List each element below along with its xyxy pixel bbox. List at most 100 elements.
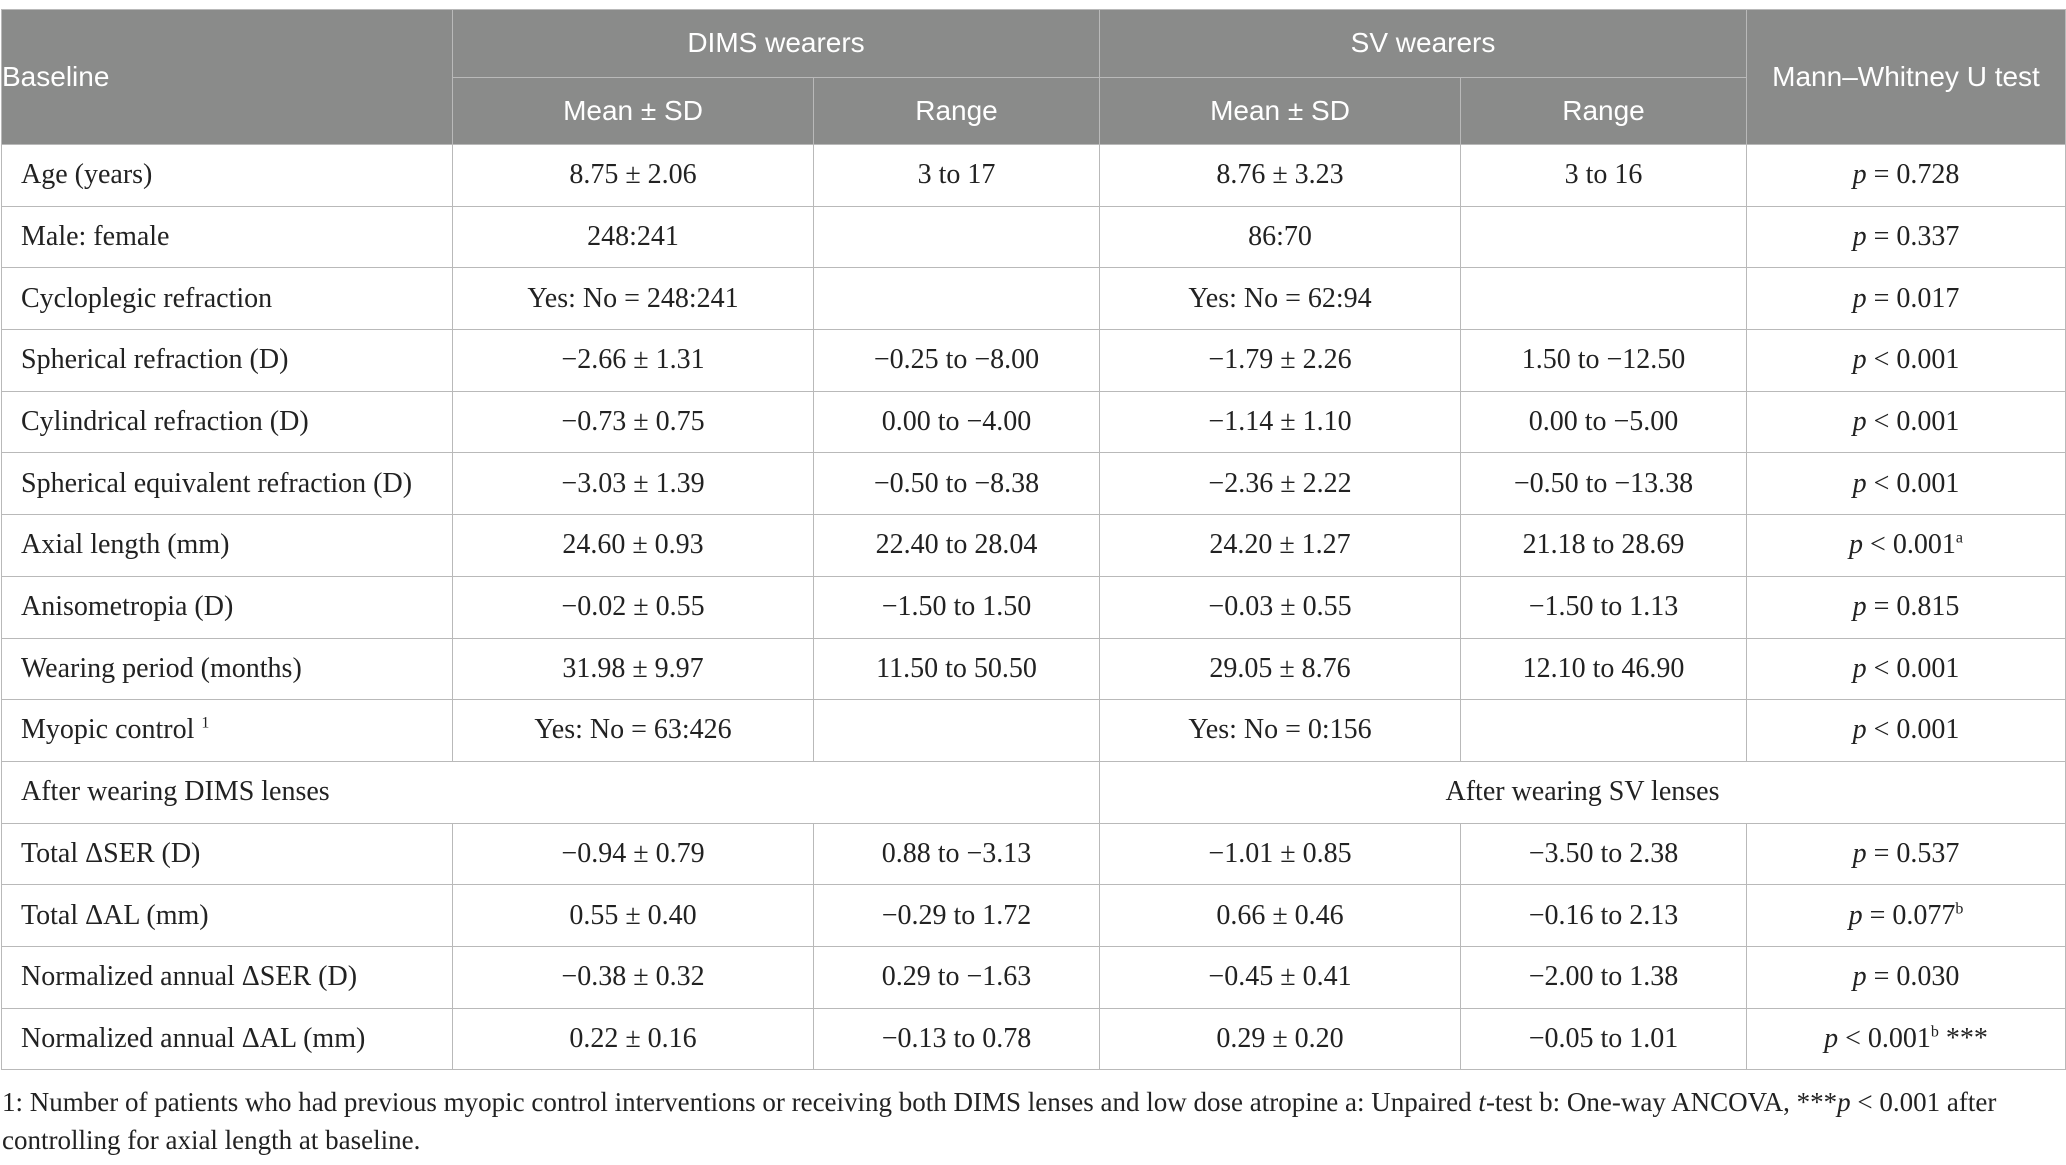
table-row: Age (years) 8.75 ± 2.06 3 to 17 8.76 ± 3… — [1, 144, 2066, 207]
header-row-1: Baseline DIMS wearers SV wearers Mann–Wh… — [1, 9, 2066, 145]
p-symbol: p — [1852, 406, 1867, 437]
dims-mean-cell: −3.03 ± 1.39 — [452, 452, 814, 516]
p-value-cell: p < 0.001 — [1746, 390, 2066, 454]
row-label: Cylindrical refraction (D) — [1, 390, 453, 454]
p-value: < 0.001 — [1866, 652, 1960, 684]
p-value-cell: p = 0.077b — [1746, 884, 2066, 947]
sv-mean-cell: −1.14 ± 1.10 — [1099, 390, 1461, 454]
data-table: Baseline DIMS wearers SV wearers Mann–Wh… — [1, 9, 2066, 1071]
table-row: Normalized annual ΔSER (D) −0.38 ± 0.32 … — [1, 945, 2066, 1009]
dims-range-cell: 3 to 17 — [813, 144, 1100, 207]
header-baseline: Baseline — [1, 9, 453, 145]
dims-mean-cell: Yes: No = 248:241 — [452, 267, 814, 331]
table-row: Cylindrical refraction (D) −0.73 ± 0.75 … — [1, 390, 2066, 454]
table-row: Total ΔSER (D) −0.94 ± 0.79 0.88 to −3.1… — [1, 822, 2066, 886]
dims-mean-cell: 8.75 ± 2.06 — [452, 144, 814, 207]
row-label: Normalized annual ΔAL (mm) — [1, 1007, 453, 1071]
dims-range-cell: −1.50 to 1.50 — [813, 575, 1100, 639]
dims-mean-cell: 248:241 — [452, 205, 814, 269]
dims-range-cell: −0.50 to −8.38 — [813, 452, 1100, 516]
table-header: Baseline DIMS wearers SV wearers Mann–Wh… — [1, 9, 2066, 145]
table-row: Spherical refraction (D) −2.66 ± 1.31 −0… — [1, 329, 2066, 392]
table-row: Spherical equivalent refraction (D) −3.0… — [1, 452, 2066, 516]
p-value: < 0.001 — [1866, 714, 1960, 746]
sv-mean-cell: 29.05 ± 8.76 — [1099, 637, 1461, 701]
sv-mean-cell: Yes: No = 62:94 — [1099, 267, 1461, 331]
dims-mean-cell: 0.55 ± 0.40 — [452, 884, 814, 947]
footnote-marker: a — [1955, 530, 1963, 548]
footnote-t-symbol: t — [1478, 1087, 1486, 1117]
p-value: < 0.001 — [1863, 529, 1956, 561]
p-symbol: p — [1852, 591, 1867, 623]
dims-range-cell — [813, 699, 1100, 762]
header-dims-mean-sd: Mean ± SD — [452, 77, 814, 145]
row-label: Total ΔSER (D) — [1, 822, 453, 886]
sv-mean-cell: 24.20 ± 1.27 — [1099, 514, 1461, 577]
p-value-cell: p = 0.815 — [1746, 575, 2066, 639]
table-footnote: 1: Number of patients who had previous m… — [2, 1083, 2062, 1159]
sv-range-cell — [1460, 267, 1747, 331]
sv-range-cell: 21.18 to 28.69 — [1460, 514, 1747, 577]
dims-mean-cell: −0.94 ± 0.79 — [452, 822, 814, 886]
footnote-marker: 1 — [201, 715, 210, 733]
sv-mean-cell: −0.03 ± 0.55 — [1099, 575, 1461, 639]
dims-mean-cell: −0.38 ± 0.32 — [452, 945, 814, 1009]
header-dims-wearers: DIMS wearers — [452, 9, 1100, 78]
table-row: Cycloplegic refraction Yes: No = 248:241… — [1, 267, 2066, 331]
header-dims-range: Range — [813, 77, 1100, 145]
dims-mean-cell: −0.73 ± 0.75 — [452, 390, 814, 454]
sv-mean-cell: Yes: No = 0:156 — [1099, 699, 1461, 762]
p-symbol: p — [1852, 467, 1867, 499]
dims-range-cell: −0.25 to −8.00 — [813, 329, 1100, 392]
p-symbol: p — [1852, 961, 1867, 993]
sv-mean-cell: −1.01 ± 0.85 — [1099, 822, 1461, 886]
p-symbol: p — [1852, 220, 1867, 252]
sv-range-cell: −0.50 to −13.38 — [1460, 452, 1747, 516]
table-row: Total ΔAL (mm) 0.55 ± 0.40 −0.29 to 1.72… — [1, 884, 2066, 947]
p-value: = 0.337 — [1866, 220, 1960, 252]
section-row: After wearing DIMS lenses After wearing … — [1, 760, 2066, 824]
row-label: Normalized annual ΔSER (D) — [1, 945, 453, 1009]
p-symbol: p — [1824, 1022, 1839, 1054]
dims-range-cell: 0.00 to −4.00 — [813, 390, 1100, 454]
table-row: Normalized annual ΔAL (mm) 0.22 ± 0.16 −… — [1, 1007, 2066, 1071]
row-label: Axial length (mm) — [1, 514, 453, 577]
p-value: < 0.001 — [1838, 1022, 1931, 1054]
p-symbol: p — [1852, 714, 1867, 746]
dims-range-cell: 0.88 to −3.13 — [813, 822, 1100, 886]
footnote-marker: b — [1955, 900, 1964, 918]
p-symbol: p — [1852, 282, 1867, 314]
table-row: Axial length (mm) 24.60 ± 0.93 22.40 to … — [1, 514, 2066, 577]
p-value-cell: p = 0.537 — [1746, 822, 2066, 886]
p-symbol: p — [1852, 344, 1867, 376]
row-label: Wearing period (months) — [1, 637, 453, 701]
p-symbol: p — [1849, 529, 1864, 561]
p-value: = 0.077 — [1862, 899, 1956, 931]
sv-mean-cell: 0.29 ± 0.20 — [1099, 1007, 1461, 1071]
footnote-text-2: -test b: One-way ANCOVA, *** — [1485, 1087, 1838, 1117]
dims-range-cell: −0.29 to 1.72 — [813, 884, 1100, 947]
dims-range-cell: 0.29 to −1.63 — [813, 945, 1100, 1009]
sv-range-cell: 0.00 to −5.00 — [1460, 390, 1747, 454]
p-value: < 0.001 — [1866, 467, 1960, 499]
p-value-cell: p = 0.030 — [1746, 945, 2066, 1009]
dims-mean-cell: Yes: No = 63:426 — [452, 699, 814, 762]
row-label: Age (years) — [1, 144, 453, 207]
p-symbol: p — [1852, 837, 1867, 869]
p-value: < 0.001 — [1866, 406, 1960, 437]
row-label: Anisometropia (D) — [1, 575, 453, 639]
p-value: = 0.030 — [1866, 961, 1960, 993]
dims-range-cell — [813, 267, 1100, 331]
p-value: < 0.001 — [1866, 344, 1960, 376]
sv-range-cell — [1460, 699, 1747, 762]
p-value: = 0.017 — [1866, 282, 1960, 314]
significance-marker: *** — [1938, 1022, 1988, 1054]
header-mann-whitney: Mann–Whitney U test — [1746, 9, 2066, 145]
table-row: Wearing period (months) 31.98 ± 9.97 11.… — [1, 637, 2066, 701]
sv-range-cell: 12.10 to 46.90 — [1460, 637, 1747, 701]
header-sv-wearers: SV wearers — [1099, 9, 1747, 78]
dims-mean-cell: 0.22 ± 0.16 — [452, 1007, 814, 1071]
p-value: = 0.815 — [1866, 591, 1960, 623]
p-value-cell: p < 0.001 — [1746, 637, 2066, 701]
p-value-cell: p = 0.728 — [1746, 144, 2066, 207]
